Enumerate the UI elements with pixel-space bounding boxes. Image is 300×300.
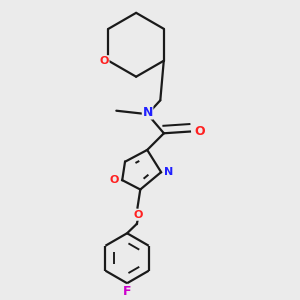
Text: O: O	[133, 210, 142, 220]
Text: N: N	[164, 167, 173, 177]
Text: O: O	[110, 175, 119, 185]
Text: O: O	[100, 56, 109, 66]
Text: F: F	[123, 285, 131, 298]
Text: N: N	[142, 106, 153, 119]
Text: O: O	[194, 125, 205, 138]
